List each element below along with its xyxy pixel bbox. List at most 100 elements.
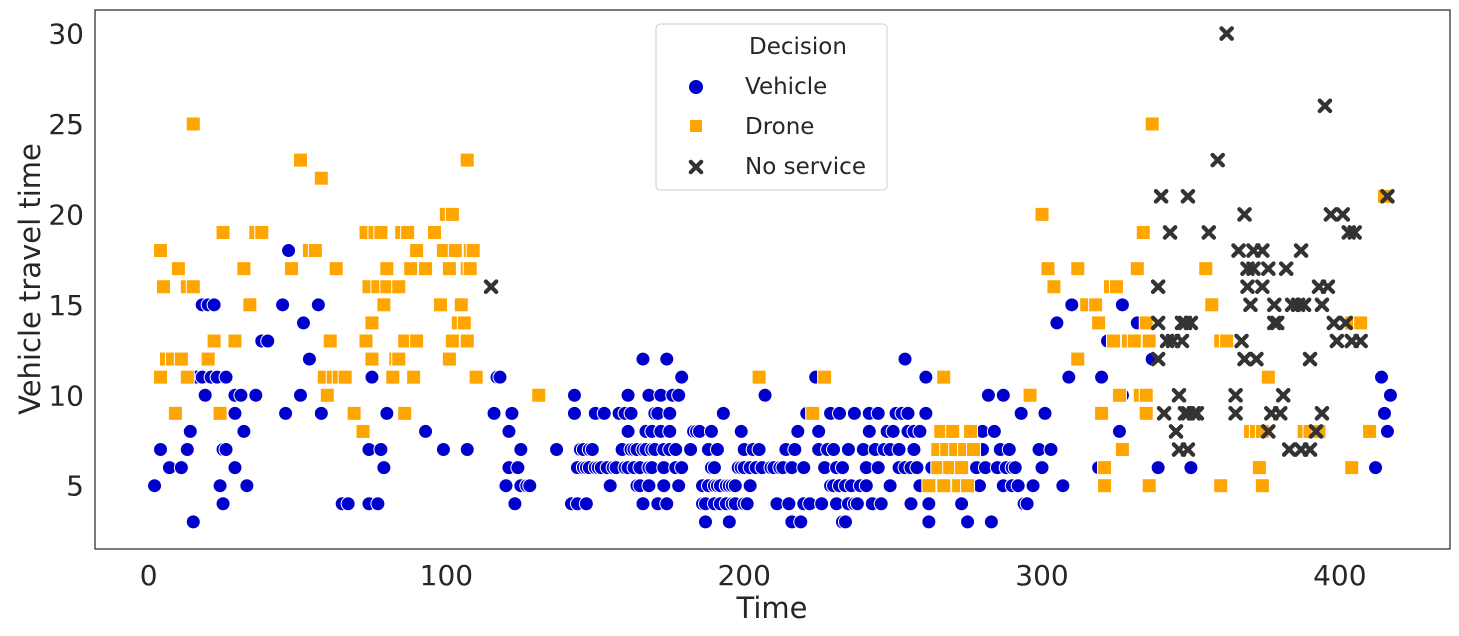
data-point	[1249, 351, 1264, 367]
data-point	[963, 423, 979, 439]
data-point	[1153, 188, 1169, 204]
data-point	[885, 423, 901, 439]
data-point	[906, 442, 922, 458]
data-point	[1150, 351, 1166, 367]
data-point	[248, 387, 264, 403]
legend-box	[655, 23, 888, 191]
data-point	[858, 478, 874, 494]
data-point	[709, 442, 725, 458]
data-point	[153, 442, 169, 458]
legend-vehicle-marker	[689, 80, 703, 94]
data-point	[817, 369, 833, 385]
x-tick-label: 400	[1313, 559, 1366, 592]
data-point	[1150, 315, 1166, 331]
data-point	[426, 224, 442, 240]
data-point	[1144, 116, 1160, 132]
data-point	[364, 351, 380, 367]
data-point	[900, 405, 916, 421]
data-point	[498, 478, 514, 494]
data-point	[620, 387, 636, 403]
data-point	[185, 116, 201, 132]
data-point	[781, 496, 797, 512]
data-point	[197, 387, 213, 403]
data-point	[1338, 315, 1354, 331]
data-point	[179, 442, 195, 458]
data-point	[596, 405, 612, 421]
data-point	[1162, 225, 1178, 240]
data-point	[409, 243, 425, 259]
data-point	[1126, 333, 1142, 349]
data-point	[790, 423, 806, 439]
data-point	[307, 243, 323, 259]
data-point	[155, 279, 171, 295]
data-point	[671, 387, 687, 403]
data-point	[1043, 442, 1059, 458]
data-point	[1320, 279, 1336, 295]
data-point	[182, 423, 198, 439]
data-point	[742, 478, 758, 494]
data-point	[459, 333, 475, 349]
data-point	[1088, 297, 1104, 313]
data-point	[212, 478, 228, 494]
data-point	[310, 297, 326, 313]
data-point	[1344, 460, 1360, 476]
data-point	[912, 423, 928, 439]
data-point	[376, 297, 392, 313]
data-point	[227, 333, 243, 349]
data-point	[1135, 224, 1151, 240]
data-point	[1219, 333, 1235, 349]
data-point	[1183, 460, 1199, 476]
data-point	[400, 224, 416, 240]
data-point	[403, 261, 419, 277]
data-point	[668, 442, 684, 458]
data-point	[376, 460, 392, 476]
data-point	[623, 405, 639, 421]
data-point	[1204, 297, 1220, 313]
data-point	[1138, 405, 1154, 421]
data-point	[945, 423, 961, 439]
data-point	[903, 496, 919, 512]
data-point	[459, 152, 475, 168]
data-point	[1097, 478, 1113, 494]
data-point	[1010, 478, 1026, 494]
data-point	[507, 496, 523, 512]
data-point	[1180, 188, 1196, 204]
y-tick-label: 20	[48, 198, 84, 231]
data-point	[1246, 261, 1261, 276]
legend-no-service-marker	[688, 159, 704, 175]
data-point	[501, 423, 517, 439]
data-point	[170, 261, 186, 277]
data-point	[459, 442, 475, 458]
data-point	[292, 387, 308, 403]
data-point	[721, 514, 737, 530]
data-point	[1114, 297, 1130, 313]
data-point	[954, 460, 970, 476]
data-point	[1267, 297, 1282, 313]
data-point	[805, 405, 821, 421]
data-point	[995, 387, 1011, 403]
data-point	[1114, 442, 1130, 458]
data-point	[706, 460, 722, 476]
data-point	[1275, 387, 1291, 403]
data-point	[1231, 243, 1246, 258]
data-point	[1168, 424, 1184, 439]
data-point	[444, 333, 460, 349]
data-point	[355, 423, 371, 439]
data-point	[531, 387, 547, 403]
data-point	[1013, 405, 1029, 421]
data-point	[1094, 369, 1110, 385]
data-point	[373, 224, 389, 240]
data-point	[1296, 297, 1312, 313]
data-point	[1034, 460, 1050, 476]
data-point	[1108, 279, 1124, 295]
data-point	[584, 442, 600, 458]
data-point	[1240, 279, 1255, 295]
data-point	[1138, 315, 1154, 331]
data-point	[1105, 333, 1121, 349]
data-point	[227, 405, 243, 421]
data-point	[1129, 261, 1145, 277]
data-point	[1091, 315, 1107, 331]
data-point	[1022, 387, 1038, 403]
x-tick-labels: 0 100 200 300 400	[140, 559, 1367, 592]
data-point	[391, 351, 407, 367]
